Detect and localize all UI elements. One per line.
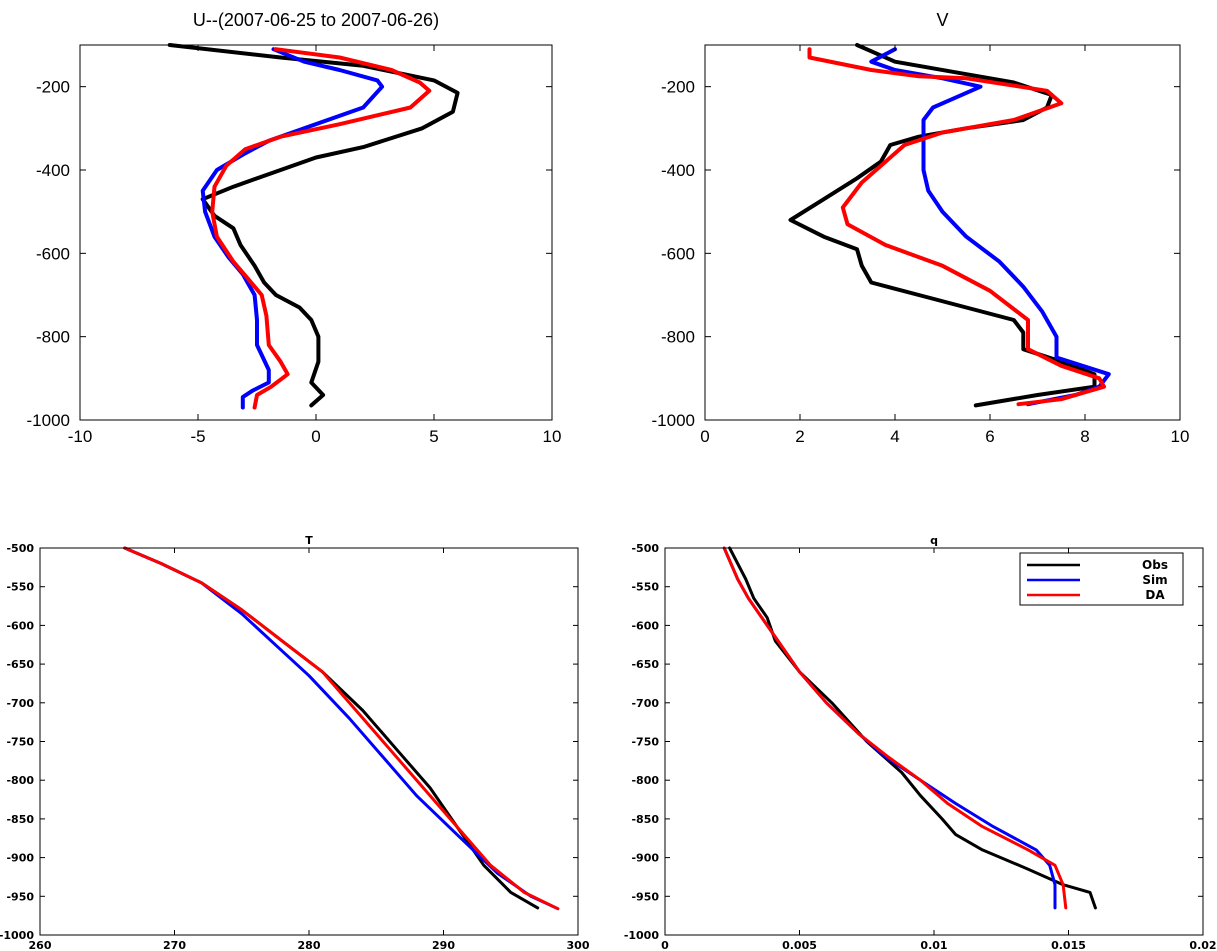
y-tick-label: -500 [631,542,659,555]
chart-title: T [305,534,313,547]
x-tick-label: 0.02 [1189,939,1216,951]
y-tick-label: -850 [6,813,34,826]
y-tick-label: -600 [631,619,659,632]
y-tick-label: -800 [661,328,695,347]
series-line-da [210,47,432,410]
series-line-sim [200,47,385,410]
y-tick-label: -650 [6,658,34,671]
y-tick-label: -650 [631,658,659,671]
y-tick-label: -200 [661,78,695,97]
chart-panel-3: q 0 0.005 0.01 0.015 0.02 -500 -550 -600 -650 -700… [624,534,1217,951]
x-tick-label: 270 [163,939,186,951]
chart-title: U--(2007-06-25 to 2007-06-26) [193,10,439,30]
y-tick-label: -600 [36,244,70,263]
y-tick-label: -800 [36,328,70,347]
x-tick-label: 4 [890,427,899,446]
x-tick-label: 6 [985,427,994,446]
x-tick-label: 260 [29,939,52,951]
y-tick-label: -600 [661,244,695,263]
series-line-obs [728,546,1097,910]
y-tick-label: -950 [6,890,34,903]
y-tick-label: -600 [6,619,34,632]
y-tick-label: -200 [36,78,70,97]
y-tick-label: -900 [6,852,34,865]
series-line-da [722,546,1068,910]
y-tick-label: -800 [631,774,659,787]
legend-label-da: DA [1145,588,1165,602]
y-tick-label: -500 [6,542,34,555]
x-tick-label: -5 [190,427,205,446]
chart-title: V [936,10,948,30]
x-tick-label: 300 [567,939,590,951]
x-tick-label: 10 [1171,427,1190,446]
y-tick-label: -750 [631,736,659,749]
series-line-da [807,47,1106,407]
y-tick-label: -400 [661,161,695,180]
x-tick-label: 290 [432,939,455,951]
y-tick-label: -1000 [27,411,70,430]
chart-panel-2: T 260 270 280 290 300 -500 -550 -600 -650 -700 -750… [0,534,590,951]
y-tick-label: -550 [6,581,34,594]
y-tick-label: -750 [6,736,34,749]
series-line-da [123,546,560,911]
y-tick-label: -550 [631,581,659,594]
x-tick-label: 0 [311,427,320,446]
chart-title: q [930,534,938,547]
x-tick-label: 10 [543,427,562,446]
y-tick-label: -950 [631,890,659,903]
y-tick-label: -700 [631,697,659,710]
x-tick-label: 2 [795,427,804,446]
x-tick-label: -10 [68,427,93,446]
chart-panel-1: V 0 2 4 6 8 10 -200 -400 -600 -800 -1000 [652,10,1190,446]
legend-label-obs: Obs [1142,558,1168,572]
y-tick-label: -400 [36,161,70,180]
legend-label-sim: Sim [1142,573,1167,587]
x-tick-label: 0.005 [782,939,817,951]
x-tick-label: 5 [429,427,438,446]
x-tick-label: 0 [700,427,709,446]
y-tick-label: -1000 [624,929,660,942]
y-tick-label: -900 [631,852,659,865]
y-tick-label: -1000 [652,411,695,430]
x-tick-label: 0 [661,939,669,951]
series-line-sim [869,47,1111,407]
x-tick-label: 8 [1080,427,1089,446]
y-tick-label: -800 [6,774,34,787]
x-tick-label: 0.015 [1051,939,1086,951]
y-tick-label: -850 [631,813,659,826]
x-tick-label: 280 [298,939,321,951]
y-tick-label: -1000 [0,929,34,942]
x-tick-label: 0.01 [920,939,947,951]
y-tick-label: -700 [6,697,34,710]
axes-frame [704,44,1181,421]
chart-panel-0: U--(2007-06-25 to 2007-06-26) -10 -5 0 5 10 -2… [27,10,562,446]
